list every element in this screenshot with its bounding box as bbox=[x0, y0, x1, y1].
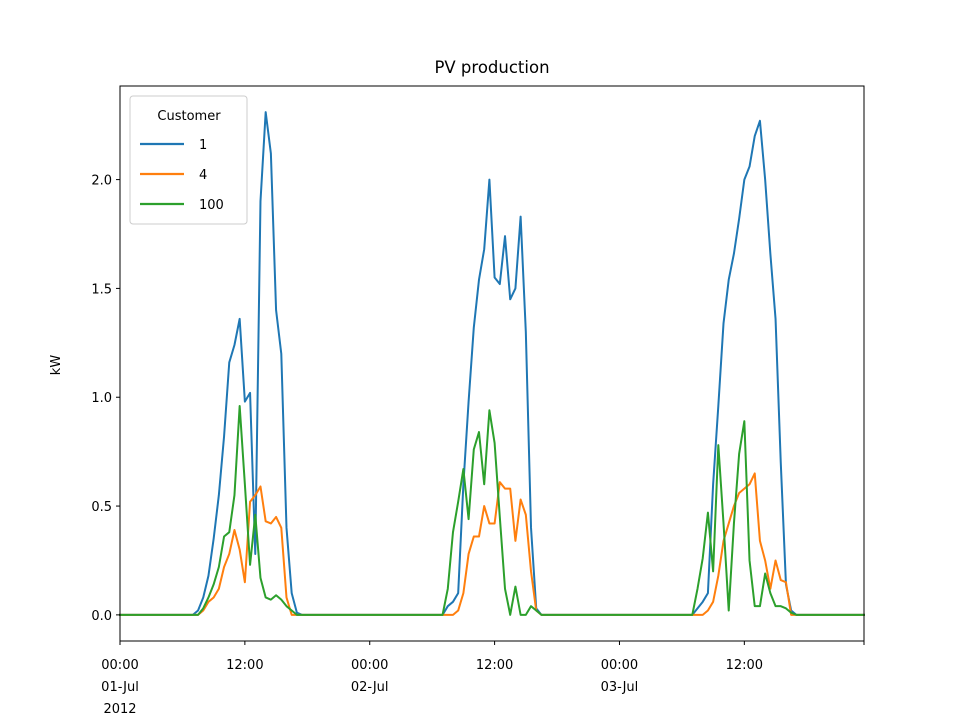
x-tick-label: 00:00 bbox=[601, 658, 638, 673]
x-tick-label: 02-Jul bbox=[351, 680, 389, 695]
x-tick-label: 2012 bbox=[103, 702, 136, 717]
legend-box bbox=[129, 95, 248, 225]
chart-title: PV production bbox=[434, 58, 549, 77]
legend: Customer 1 4 100 bbox=[129, 95, 248, 225]
series-line-4 bbox=[119, 472, 865, 616]
series-line-1 bbox=[119, 111, 865, 616]
y-axis-label: kW bbox=[49, 355, 64, 376]
x-tick-label: 00:00 bbox=[351, 658, 388, 673]
y-tick-label: 1.5 bbox=[91, 282, 112, 297]
x-tick-label: 00:00 bbox=[101, 658, 138, 673]
x-tick-label: 01-Jul bbox=[101, 680, 139, 695]
legend-label-4: 4 bbox=[199, 168, 207, 183]
legend-title: Customer bbox=[157, 109, 221, 124]
plot-area: 0.0 0.5 1.0 1.5 2.0 00:00 01-Jul 2012 12:00 00:00… bbox=[91, 85, 865, 717]
y-tick-label: 0.5 bbox=[91, 500, 112, 515]
axes-frame bbox=[119, 85, 865, 642]
x-tick-label: 12:00 bbox=[226, 658, 263, 673]
y-tick-label: 0.0 bbox=[91, 609, 112, 624]
legend-label-100: 100 bbox=[199, 198, 224, 213]
x-tick-label: 12:00 bbox=[726, 658, 763, 673]
x-tick-label: 03-Jul bbox=[601, 680, 639, 695]
legend-label-1: 1 bbox=[199, 138, 207, 153]
series-line-100 bbox=[119, 404, 865, 616]
y-tick-label: 1.0 bbox=[91, 391, 112, 406]
y-tick-label: 2.0 bbox=[91, 174, 112, 189]
x-tick-label: 12:00 bbox=[476, 658, 513, 673]
